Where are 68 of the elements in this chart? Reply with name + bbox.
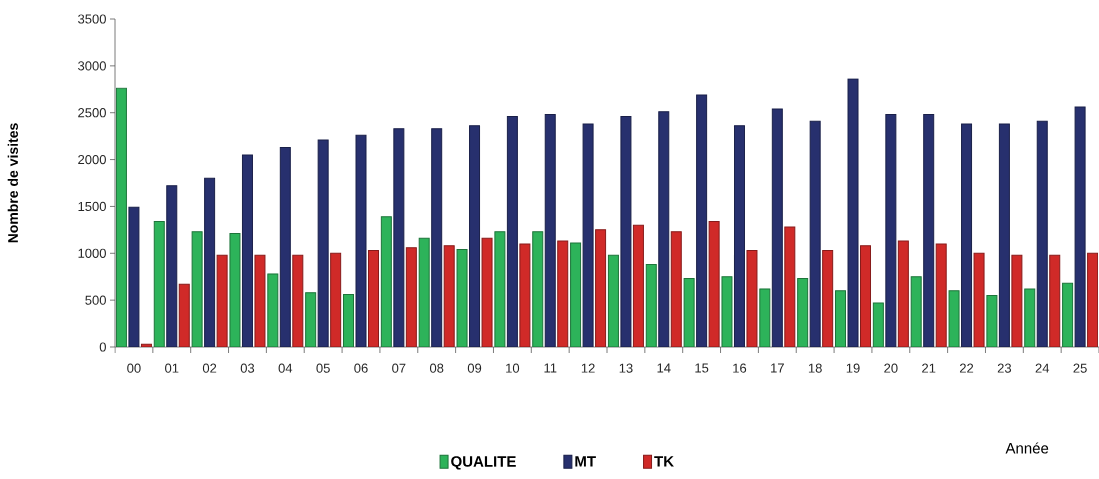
bar — [973, 252, 985, 347]
x-tick-label: 00 — [127, 363, 141, 373]
x-tick-label: 08 — [429, 363, 444, 373]
bar — [658, 111, 670, 347]
y-tick-label: 3500 — [78, 14, 106, 24]
legend-label: TK — [654, 456, 674, 467]
legend-label: MT — [575, 456, 596, 467]
bar — [1011, 254, 1023, 347]
x-tick-label: 05 — [316, 363, 330, 373]
x-tick-label: 04 — [278, 363, 293, 373]
x-tick-label: 15 — [695, 363, 709, 373]
bar — [1049, 254, 1061, 347]
x-tick-label: 23 — [997, 363, 1012, 373]
x-tick-label: 07 — [392, 363, 406, 373]
bar — [935, 243, 947, 347]
bar — [443, 245, 455, 347]
bar — [405, 247, 417, 347]
legend-label: QUALITE — [451, 456, 516, 470]
x-tick-label: 22 — [959, 363, 974, 373]
bar — [708, 220, 720, 347]
bar — [897, 240, 909, 347]
bar — [784, 226, 796, 347]
bar — [860, 245, 872, 347]
bar — [140, 343, 152, 347]
bar — [292, 254, 304, 347]
x-tick-label: 06 — [354, 363, 368, 373]
bar — [822, 249, 834, 347]
y-tick-label: 2000 — [78, 154, 106, 165]
bar — [254, 254, 266, 347]
x-tick-label: 02 — [202, 363, 217, 373]
y-tick-label: 0 — [99, 342, 106, 352]
x-tick-label: 12 — [581, 363, 595, 373]
y-tick-label: 2500 — [78, 108, 106, 118]
bar — [178, 283, 190, 347]
x-tick-label: 21 — [922, 363, 936, 373]
x-tick-label: 11 — [544, 363, 557, 373]
bar — [746, 249, 758, 347]
bar — [557, 240, 569, 347]
x-tick-label: 14 — [657, 363, 671, 373]
bar — [519, 243, 531, 347]
bar — [595, 229, 607, 347]
bar — [733, 125, 745, 347]
bar — [481, 237, 493, 347]
y-tick-label: 1500 — [78, 201, 106, 212]
x-tick-label: 25 — [1073, 363, 1087, 373]
y-tick-label: 3000 — [78, 61, 106, 71]
bar — [368, 249, 379, 347]
x-tick-label: 17 — [771, 363, 784, 373]
bar — [1087, 252, 1099, 347]
bar — [330, 252, 342, 347]
bar — [670, 231, 682, 347]
x-tick-label: 13 — [619, 363, 633, 373]
x-tick-label: 20 — [884, 363, 898, 373]
bar — [469, 125, 481, 347]
x-tick-label: 03 — [240, 363, 255, 373]
x-tick-label: 19 — [846, 363, 860, 373]
bar — [216, 254, 228, 347]
x-tick-label: 24 — [1035, 363, 1050, 373]
y-axis-title: Nombre de visites — [7, 123, 18, 243]
x-axis-title: Année — [1005, 442, 1049, 454]
x-tick-label: 18 — [808, 363, 822, 373]
x-tick-label: 09 — [467, 363, 482, 373]
y-tick-label: 1000 — [78, 248, 106, 258]
bar — [632, 224, 644, 347]
x-tick-label: 01 — [165, 363, 179, 373]
y-tick-label: 500 — [85, 295, 106, 305]
x-tick-label: 16 — [733, 363, 747, 373]
x-tick-label: 10 — [506, 363, 520, 373]
